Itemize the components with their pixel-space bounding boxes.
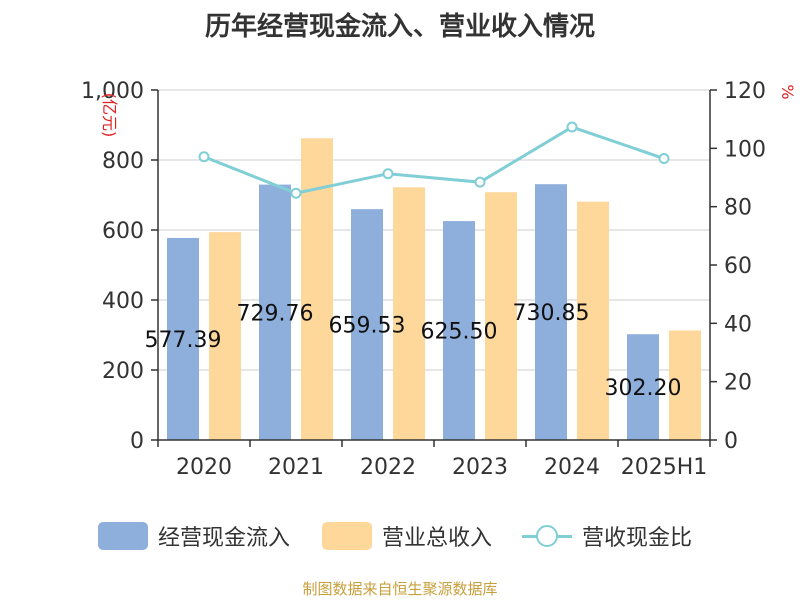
grid-lines bbox=[158, 89, 710, 371]
legend-item-cash-inflow[interactable]: 经营现金流入 bbox=[98, 516, 290, 556]
ratio-point bbox=[474, 176, 486, 188]
bar-revenue bbox=[301, 138, 333, 441]
bar-cash-inflow bbox=[535, 184, 567, 440]
ratio-point bbox=[382, 168, 394, 180]
legend-item-ratio[interactable]: 营收现金比 bbox=[522, 516, 692, 556]
y-axis-left-label: (亿元) bbox=[100, 93, 119, 138]
legend-swatch-cash-inflow bbox=[98, 522, 148, 550]
ratio-point bbox=[566, 121, 578, 133]
y-right-tick-label: 60 bbox=[724, 254, 752, 279]
legend-label-revenue: 营业总收入 bbox=[382, 526, 493, 551]
x-tick-label: 2023 bbox=[452, 455, 508, 480]
x-tick-label: 2020 bbox=[176, 455, 232, 480]
y-left-tick-label: 0 bbox=[130, 429, 144, 454]
y-left-tick-label: 400 bbox=[102, 289, 144, 314]
bar-cash-inflow bbox=[351, 209, 383, 440]
ratio-point bbox=[658, 153, 670, 165]
x-tick-label: 2024 bbox=[544, 455, 600, 480]
bars bbox=[167, 138, 701, 441]
chart-title: 历年经营现金流入、营业收入情况 bbox=[204, 12, 595, 42]
data-label-cash-inflow: 729.76 bbox=[237, 301, 314, 326]
y-right-tick-label: 0 bbox=[724, 429, 738, 454]
data-label-cash-inflow: 302.20 bbox=[605, 376, 682, 401]
x-tick-label: 2022 bbox=[360, 455, 416, 480]
data-label-cash-inflow: 659.53 bbox=[329, 314, 406, 339]
legend-label-cash-inflow: 经营现金流入 bbox=[158, 526, 291, 551]
bar-revenue bbox=[485, 192, 517, 440]
ratio-point bbox=[198, 151, 210, 163]
x-tick-label: 2021 bbox=[268, 455, 324, 480]
y-left-tick-label: 800 bbox=[102, 149, 144, 174]
data-label-cash-inflow: 730.85 bbox=[513, 301, 590, 326]
ratio-line-path bbox=[203, 125, 665, 195]
y-left-tick-label: 200 bbox=[102, 359, 144, 384]
bar-revenue bbox=[669, 330, 701, 440]
data-label-cash-inflow: 577.39 bbox=[145, 328, 222, 353]
bar-revenue bbox=[393, 187, 425, 440]
y-left-tick-label: 600 bbox=[102, 219, 144, 244]
data-label-cash-inflow: 625.50 bbox=[421, 320, 498, 345]
y-axis-right-label: % bbox=[778, 84, 797, 99]
data-labels: 577.39 729.76 659.53 625.50 730.85 302.20 bbox=[145, 301, 682, 401]
legend-swatch-revenue bbox=[322, 522, 372, 550]
source-note: 制图数据来自恒生聚源数据库 bbox=[302, 580, 498, 598]
y-right-tick-label: 40 bbox=[724, 312, 752, 337]
legend-item-revenue[interactable]: 营业总收入 bbox=[322, 516, 492, 556]
bar-cash-inflow bbox=[259, 184, 291, 440]
legend-swatch-ratio bbox=[522, 522, 572, 550]
y-right-tick-label: 120 bbox=[724, 79, 766, 104]
legend: 经营现金流入 营业总收入 营收现金比 bbox=[0, 516, 800, 556]
ratio-line bbox=[198, 121, 670, 199]
bar-revenue bbox=[209, 232, 241, 440]
ratio-point bbox=[290, 187, 302, 199]
bar-revenue bbox=[577, 201, 609, 440]
y-right-tick-label: 100 bbox=[724, 137, 766, 162]
y-left-tick-label: 1,000 bbox=[81, 79, 144, 104]
bar-cash-inflow bbox=[443, 221, 475, 440]
x-tick-label: 2025H1 bbox=[621, 455, 708, 480]
bar-cash-inflow bbox=[167, 237, 199, 440]
axes: 0 200 400 600 800 1,000 0 20 40 60 80 100 120 2020 202… bbox=[81, 79, 766, 480]
y-right-tick-label: 80 bbox=[724, 196, 752, 221]
y-right-tick-label: 20 bbox=[724, 371, 752, 396]
bar-cash-inflow bbox=[627, 334, 659, 440]
legend-label-ratio: 营收现金比 bbox=[582, 526, 693, 551]
